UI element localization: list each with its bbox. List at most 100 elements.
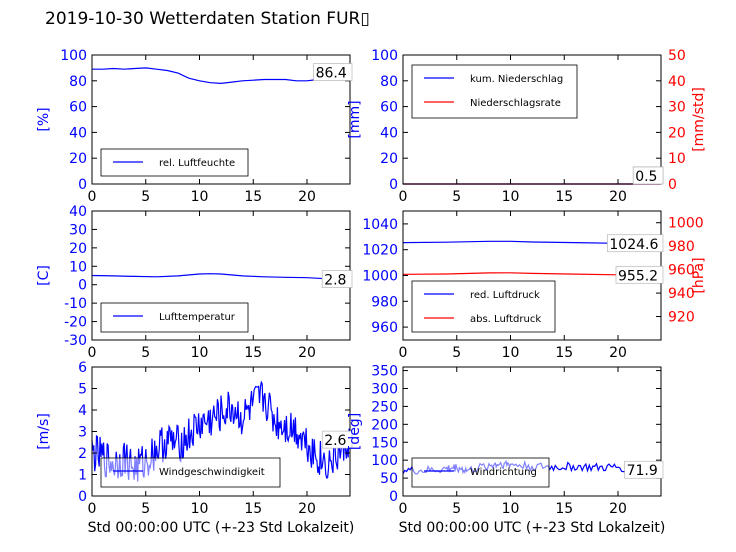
wind-speed-series-line-0 <box>91 380 351 482</box>
pressure-x-tick-label: 10 <box>502 345 520 361</box>
pressure-y-tick-label: 980 <box>371 294 398 310</box>
precipitation-y2-tick-label: 30 <box>668 100 686 116</box>
wind-direction-x-tick-label: 0 <box>399 501 408 517</box>
pressure-legend-box <box>411 280 556 333</box>
wind-speed-x-axis-label: Std 00:00:00 UTC (+-23 Std Lokalzeit) <box>88 520 355 536</box>
precipitation-y2-tick-label: 40 <box>668 74 686 90</box>
pressure-x-tick-label: 0 <box>399 345 408 361</box>
wind-direction-y-tick-label: 0 <box>389 489 398 505</box>
wind-direction-legend-box <box>411 457 550 488</box>
temperature-y-tick-label: -20 <box>64 315 87 331</box>
wind-direction-y-tick-label: 100 <box>371 453 398 469</box>
wind-direction-y-tick-label: 300 <box>371 382 398 398</box>
precipitation-x-tick-label: 0 <box>399 189 408 205</box>
wind-speed-y-tick-label: 4 <box>78 403 87 419</box>
pressure-y2-tick-label: 940 <box>668 286 695 302</box>
precipitation-legend-label-1: Niederschlagsrate <box>470 98 561 109</box>
wind-speed-y-tick-label: 1 <box>78 468 87 484</box>
wind-speed-y-axis-label: [m/s] <box>36 413 52 450</box>
temperature-y-tick-label: 40 <box>69 204 87 220</box>
humidity-legend-label-0: rel. Luftfeuchte <box>159 158 235 169</box>
pressure-value-annotation-2: 955.2 <box>618 268 658 284</box>
wind-speed-y-tick-label: 0 <box>78 489 87 505</box>
wind-speed-y-tick-label: 6 <box>78 360 87 376</box>
precipitation-y2-tick-label: 10 <box>668 151 686 167</box>
humidity-y-tick-label: 60 <box>69 100 87 116</box>
precipitation-y2-tick-label: 0 <box>668 177 677 193</box>
temperature-series-line-0 <box>91 273 351 281</box>
pressure-y-tick-label: 1020 <box>362 243 398 259</box>
wind-direction-y-tick-label: 150 <box>371 435 398 451</box>
precipitation-y-tick-label: 20 <box>380 151 398 167</box>
temperature-x-tick-label: 0 <box>88 345 97 361</box>
wind-speed-value-annotation: 2.6 <box>324 433 346 449</box>
temperature-x-tick-label: 15 <box>244 345 262 361</box>
temperature-y-axis-label: [C] <box>36 265 52 286</box>
wind-direction-x-tick-label: 15 <box>555 501 573 517</box>
wind-speed-x-tick-label: 5 <box>141 501 150 517</box>
wind-speed-y-tick-label: 5 <box>78 382 87 398</box>
humidity-y-tick-label: 80 <box>69 74 87 90</box>
wind-direction-legend-label-0: Windrichtung <box>470 467 537 478</box>
humidity-x-tick-label: 10 <box>191 189 209 205</box>
precipitation-x-tick-label: 5 <box>452 189 461 205</box>
wind-direction-axes-frame <box>402 366 662 497</box>
wind-direction-y-tick-label: 200 <box>371 417 398 433</box>
pressure-value-annotation-2-box <box>615 265 664 284</box>
pressure-x-tick-label: 20 <box>609 345 627 361</box>
figure-title: 2019-10-30 Wetterdaten Station FUR▯ <box>45 9 370 29</box>
temperature-y-tick-label: -30 <box>64 333 87 349</box>
wind-direction-y-tick-label: 350 <box>371 364 398 380</box>
precipitation-x-tick-label: 10 <box>502 189 520 205</box>
precipitation-value-annotation-2: 0.5 <box>635 169 657 185</box>
humidity-x-tick-label: 5 <box>141 189 150 205</box>
temperature-y-tick-label: 20 <box>69 241 87 257</box>
humidity-y-tick-label: 100 <box>60 48 87 64</box>
pressure-x-tick-label: 15 <box>555 345 573 361</box>
wind-direction-y-tick-label: 250 <box>371 399 398 415</box>
precipitation-y-tick-label: 0 <box>389 177 398 193</box>
wind-speed-value-annotation-box <box>321 430 353 449</box>
wind-direction-y-axis-label: [deg] <box>347 413 363 450</box>
precipitation-y2-tick-label: 50 <box>668 48 686 64</box>
temperature-y-tick-label: 10 <box>69 259 87 275</box>
pressure-legend-label-1: abs. Luftdruck <box>470 314 541 325</box>
temperature-y-tick-label: -10 <box>64 296 87 312</box>
precipitation-y-tick-label: 80 <box>380 74 398 90</box>
precipitation-value-annotation-2-box <box>632 166 664 185</box>
pressure-y-tick-label: 960 <box>371 320 398 336</box>
precipitation-x-tick-label: 15 <box>555 189 573 205</box>
pressure-value-annotation-box <box>607 234 664 253</box>
humidity-axes-frame <box>91 54 351 185</box>
wind-direction-x-tick-label: 20 <box>609 501 627 517</box>
wind-direction-value-annotation-box <box>624 460 664 479</box>
wind-direction-x-tick-label: 10 <box>502 501 520 517</box>
precipitation-y-tick-label: 100 <box>371 48 398 64</box>
humidity-y-tick-label: 40 <box>69 125 87 141</box>
humidity-x-tick-label: 0 <box>88 189 97 205</box>
humidity-y-axis-label: [%] <box>36 107 52 131</box>
humidity-x-tick-label: 20 <box>298 189 316 205</box>
wind-speed-x-tick-label: 20 <box>298 501 316 517</box>
pressure-y2-tick-label: 960 <box>668 263 695 279</box>
pressure-y2-tick-label: 1000 <box>668 216 704 232</box>
temperature-legend-box <box>100 302 249 333</box>
pressure-y-tick-label: 1000 <box>362 269 398 285</box>
precipitation-legend-box <box>411 64 578 119</box>
precipitation-y-tick-label: 40 <box>380 125 398 141</box>
wind-speed-y-tick-label: 3 <box>78 425 87 441</box>
precipitation-x-tick-label: 20 <box>609 189 627 205</box>
pressure-y2-axis-label: [hPa] <box>691 257 707 293</box>
wind-speed-x-tick-label: 15 <box>244 501 262 517</box>
wind-direction-x-tick-label: 5 <box>452 501 461 517</box>
temperature-x-tick-label: 20 <box>298 345 316 361</box>
pressure-y-tick-label: 1040 <box>362 217 398 233</box>
precipitation-y2-tick-label: 20 <box>668 125 686 141</box>
precipitation-y-axis-label: [mm] <box>347 100 363 138</box>
pressure-x-tick-label: 5 <box>452 345 461 361</box>
wind-speed-x-tick-label: 10 <box>191 501 209 517</box>
wind-speed-legend-box <box>100 457 281 488</box>
pressure-y2-tick-label: 980 <box>668 239 695 255</box>
wind-direction-x-axis-label: Std 00:00:00 UTC (+-23 Std Lokalzeit) <box>399 520 666 536</box>
